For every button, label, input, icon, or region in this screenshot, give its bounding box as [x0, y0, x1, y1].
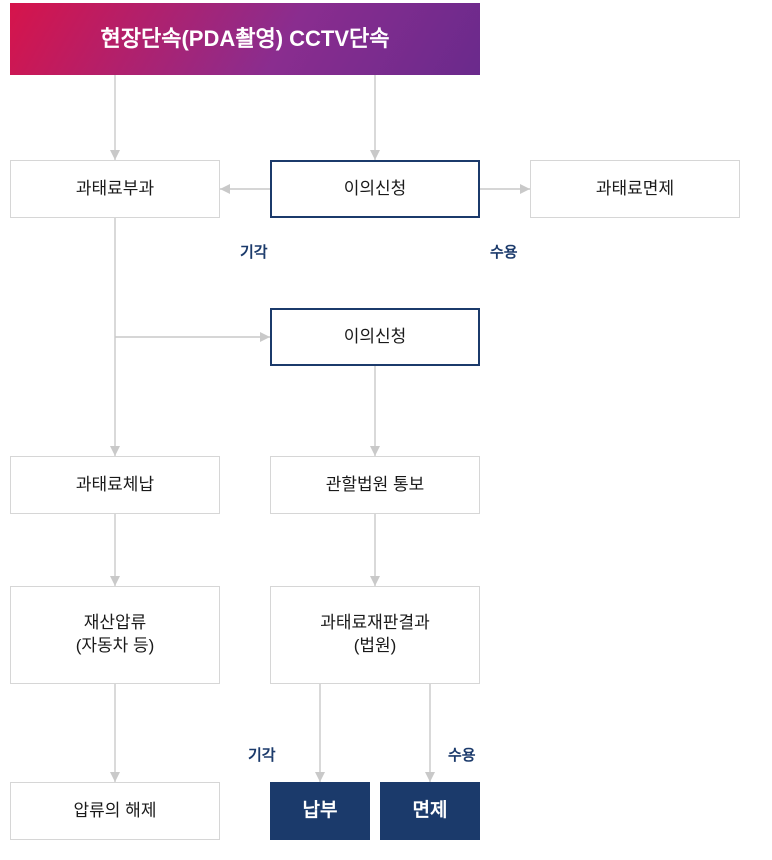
node-label: 납부 — [303, 798, 338, 824]
arrow-layer — [0, 0, 772, 860]
node-objection-2: 이의신청 — [270, 308, 480, 366]
flowchart-canvas: 현장단속(PDA촬영) CCTV단속 과태료부과 이의신청 과태료면제 이의신청… — [0, 0, 772, 860]
edge-label-reject-1: 기각 — [240, 241, 268, 262]
node-seizure: 재산압류(자동차 등) — [10, 586, 220, 684]
node-pay: 납부 — [270, 782, 370, 840]
node-exempt: 면제 — [380, 782, 480, 840]
edge-label-accept-2: 수용 — [448, 744, 476, 765]
node-label: 과태료부과 — [76, 178, 154, 201]
node-label: 현장단속(PDA촬영) CCTV단속 — [100, 24, 389, 54]
node-label: 과태료재판결과(법원) — [320, 612, 429, 658]
node-release: 압류의 해제 — [10, 782, 220, 840]
edge-label-reject-2: 기각 — [248, 744, 276, 765]
node-label: 과태료면제 — [596, 178, 674, 201]
node-label: 이의신청 — [344, 178, 407, 201]
node-fine-default: 과태료체납 — [10, 456, 220, 514]
node-label: 과태료체납 — [76, 474, 154, 497]
node-label: 이의신청 — [344, 326, 407, 349]
node-label: 관할법원 통보 — [326, 474, 425, 497]
node-fine-exempt: 과태료면제 — [530, 160, 740, 218]
node-label: 면제 — [413, 798, 448, 824]
node-court-notify: 관할법원 통보 — [270, 456, 480, 514]
edge-label-accept-1: 수용 — [490, 241, 518, 262]
node-trial-result: 과태료재판결과(법원) — [270, 586, 480, 684]
node-objection-1: 이의신청 — [270, 160, 480, 218]
node-fine-imposed: 과태료부과 — [10, 160, 220, 218]
node-label: 압류의 해제 — [74, 800, 157, 823]
node-header: 현장단속(PDA촬영) CCTV단속 — [10, 3, 480, 75]
node-label: 재산압류(자동차 등) — [76, 612, 155, 658]
